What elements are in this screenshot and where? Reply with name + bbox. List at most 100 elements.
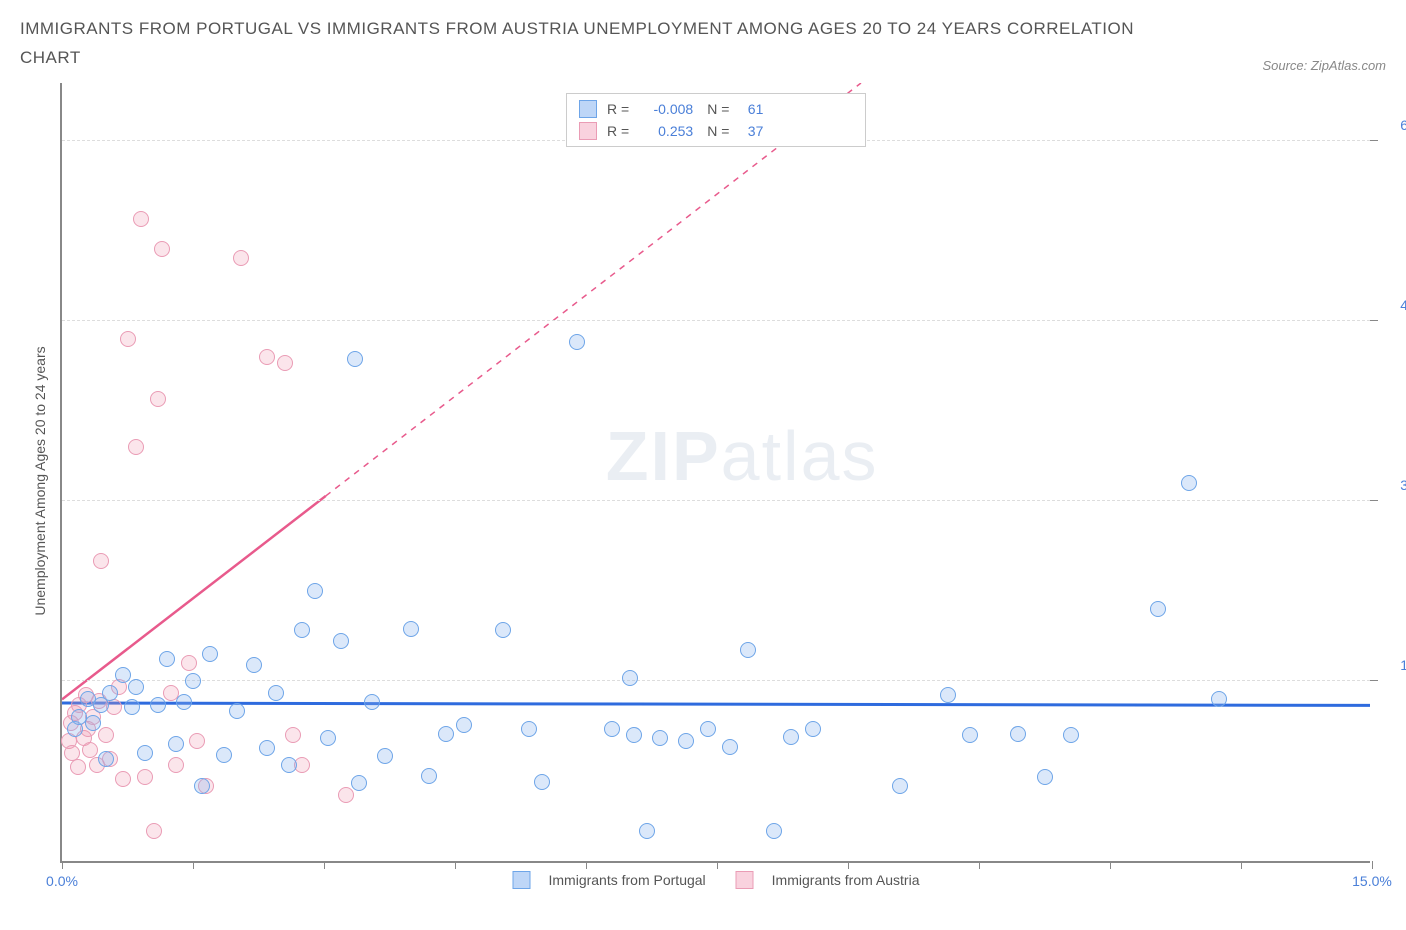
data-point xyxy=(102,685,118,701)
data-point xyxy=(294,622,310,638)
data-point xyxy=(268,685,284,701)
chart-title: IMMIGRANTS FROM PORTUGAL VS IMMIGRANTS F… xyxy=(20,15,1170,73)
data-point xyxy=(521,721,537,737)
data-point xyxy=(364,694,380,710)
data-point xyxy=(181,655,197,671)
x-tick xyxy=(979,861,980,869)
x-tick xyxy=(717,861,718,869)
data-point xyxy=(377,748,393,764)
data-point xyxy=(320,730,336,746)
data-point xyxy=(534,774,550,790)
r-value-austria: 0.253 xyxy=(633,123,693,139)
data-point xyxy=(1037,769,1053,785)
y-tick xyxy=(1370,500,1378,501)
legend-label-austria: Immigrants from Austria xyxy=(772,872,920,888)
data-point xyxy=(766,823,782,839)
data-point xyxy=(168,736,184,752)
data-point xyxy=(1010,726,1026,742)
data-point xyxy=(128,679,144,695)
watermark: ZIPatlas xyxy=(606,416,879,496)
data-point xyxy=(185,673,201,689)
data-point xyxy=(277,355,293,371)
data-point xyxy=(128,439,144,455)
x-tick xyxy=(324,861,325,869)
data-point xyxy=(115,667,131,683)
data-point xyxy=(133,211,149,227)
x-tick xyxy=(1110,861,1111,869)
data-point xyxy=(124,699,140,715)
data-point xyxy=(259,740,275,756)
data-point xyxy=(115,771,131,787)
n-label: N = xyxy=(707,101,729,117)
data-point xyxy=(246,657,262,673)
data-point xyxy=(403,621,419,637)
data-point xyxy=(146,823,162,839)
data-point xyxy=(805,721,821,737)
data-point xyxy=(722,739,738,755)
y-tick-label: 60.0% xyxy=(1385,117,1406,133)
data-point xyxy=(347,351,363,367)
plot-area: ZIPatlas R = -0.008 N = 61 R = 0.253 N =… xyxy=(60,83,1370,863)
y-tick-label: 45.0% xyxy=(1385,297,1406,313)
data-point xyxy=(307,583,323,599)
y-tick xyxy=(1370,320,1378,321)
data-point xyxy=(93,553,109,569)
x-tick xyxy=(1372,861,1373,869)
x-tick xyxy=(193,861,194,869)
data-point xyxy=(639,823,655,839)
data-point xyxy=(70,759,86,775)
data-point xyxy=(137,745,153,761)
data-point xyxy=(150,697,166,713)
n-value-portugal: 61 xyxy=(733,101,763,117)
legend-swatch-pink xyxy=(579,122,597,140)
data-point xyxy=(216,747,232,763)
data-point xyxy=(1211,691,1227,707)
data-point xyxy=(622,670,638,686)
data-point xyxy=(626,727,642,743)
legend-swatch-blue-icon xyxy=(513,871,531,889)
gridline xyxy=(62,500,1370,501)
data-point xyxy=(259,349,275,365)
data-point xyxy=(456,717,472,733)
legend-swatch-blue xyxy=(579,100,597,118)
legend-swatch-pink-icon xyxy=(736,871,754,889)
data-point xyxy=(159,651,175,667)
data-point xyxy=(892,778,908,794)
data-point xyxy=(351,775,367,791)
data-point xyxy=(604,721,620,737)
legend-item-austria: Immigrants from Austria xyxy=(736,871,920,889)
data-point xyxy=(154,241,170,257)
data-point xyxy=(438,726,454,742)
legend-series: Immigrants from Portugal Immigrants from… xyxy=(513,871,920,889)
data-point xyxy=(338,787,354,803)
legend-stats: R = -0.008 N = 61 R = 0.253 N = 37 xyxy=(566,93,866,147)
n-value-austria: 37 xyxy=(733,123,763,139)
gridline xyxy=(62,680,1370,681)
x-tick xyxy=(848,861,849,869)
n-label: N = xyxy=(707,123,729,139)
data-point xyxy=(569,334,585,350)
data-point xyxy=(281,757,297,773)
data-point xyxy=(740,642,756,658)
data-point xyxy=(495,622,511,638)
data-point xyxy=(1063,727,1079,743)
data-point xyxy=(98,751,114,767)
data-point xyxy=(421,768,437,784)
data-point xyxy=(168,757,184,773)
legend-stats-row-portugal: R = -0.008 N = 61 xyxy=(579,100,853,118)
y-tick-label: 30.0% xyxy=(1385,477,1406,493)
data-point xyxy=(678,733,694,749)
x-tick xyxy=(586,861,587,869)
legend-item-portugal: Immigrants from Portugal xyxy=(513,871,706,889)
x-tick-label: 0.0% xyxy=(46,873,78,889)
data-point xyxy=(176,694,192,710)
x-tick xyxy=(1241,861,1242,869)
data-point xyxy=(229,703,245,719)
trend-lines xyxy=(62,83,1370,861)
data-point xyxy=(233,250,249,266)
data-point xyxy=(194,778,210,794)
data-point xyxy=(1150,601,1166,617)
y-tick xyxy=(1370,680,1378,681)
data-point xyxy=(137,769,153,785)
watermark-light: atlas xyxy=(721,417,879,495)
